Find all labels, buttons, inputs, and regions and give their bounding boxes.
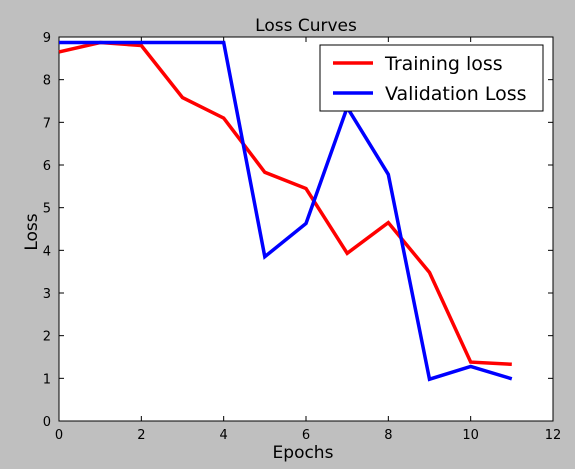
y-tick-label: 4 [43, 244, 51, 259]
lines-layer [58, 40, 513, 382]
data-point-training-loss [222, 117, 225, 120]
data-point-training-loss [263, 171, 266, 174]
series-line-validation-loss [59, 40, 513, 382]
legend-label-training: Training loss [384, 53, 503, 75]
data-point-validation-loss [428, 378, 431, 381]
x-tick-label: 4 [220, 428, 228, 443]
y-tick-label: 6 [43, 159, 51, 174]
x-tick-label: 12 [545, 428, 562, 443]
x-axis-label: Epochs [273, 443, 334, 463]
y-tick-label: 2 [43, 330, 51, 345]
x-tick-label: 10 [462, 428, 479, 443]
x-tick-label: 2 [137, 428, 145, 443]
x-tick-label: 0 [55, 428, 63, 443]
y-axis-label: Loss [22, 213, 42, 250]
data-point-validation-loss [510, 377, 513, 380]
data-point-training-loss [387, 221, 390, 224]
legend: Training loss Validation Loss [319, 44, 544, 112]
y-tick-label: 5 [43, 202, 51, 217]
y-tick-label: 3 [43, 287, 51, 302]
data-point-training-loss [346, 252, 349, 255]
y-tick-label: 9 [43, 31, 51, 46]
data-point-training-loss [181, 96, 184, 99]
data-point-validation-loss [387, 173, 390, 176]
x-tick-label: 8 [384, 428, 392, 443]
y-tick-label: 0 [43, 415, 51, 430]
data-point-validation-loss [469, 365, 472, 368]
data-point-validation-loss [140, 41, 143, 44]
data-point-training-loss [469, 361, 472, 364]
x-tick-label: 6 [302, 428, 310, 443]
data-point-training-loss [510, 363, 513, 366]
data-point-training-loss [305, 187, 308, 190]
data-point-training-loss [428, 271, 431, 274]
data-point-validation-loss [181, 41, 184, 44]
data-point-validation-loss [58, 41, 61, 44]
data-point-validation-loss [222, 41, 225, 44]
chart-title: Loss Curves [255, 16, 357, 36]
legend-box [319, 44, 544, 112]
data-point-training-loss [140, 44, 143, 47]
data-point-validation-loss [305, 222, 308, 225]
y-tick-label: 8 [43, 74, 51, 89]
data-point-training-loss [58, 50, 61, 53]
legend-label-validation: Validation Loss [385, 83, 527, 105]
y-tick-label: 1 [43, 372, 51, 387]
series-line-training-loss [58, 40, 512, 367]
data-point-validation-loss [99, 41, 102, 44]
y-tick-label: 7 [43, 116, 51, 131]
data-point-validation-loss [263, 255, 266, 258]
